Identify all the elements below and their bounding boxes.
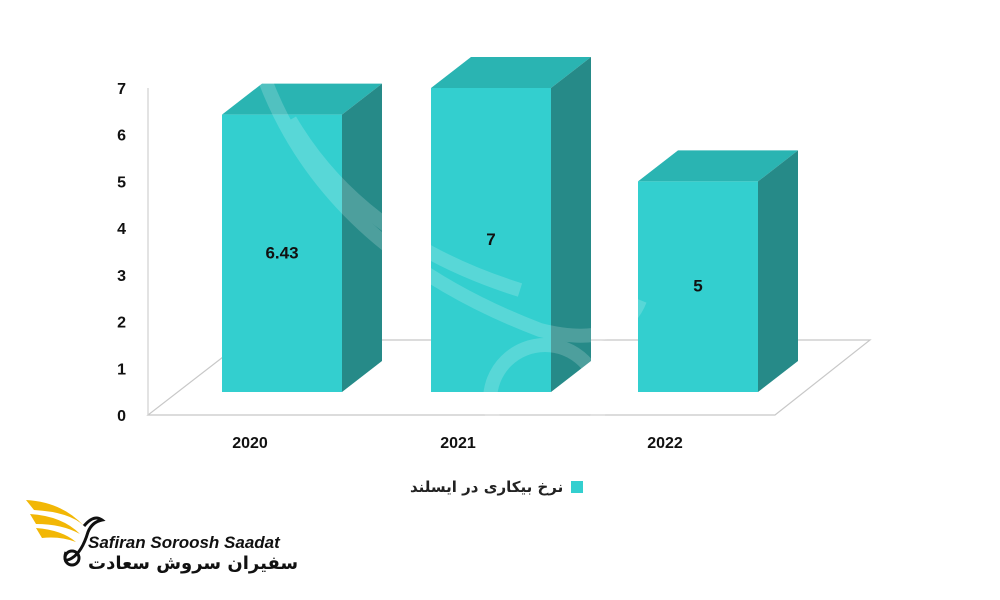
bar-top-face — [222, 83, 382, 115]
legend-swatch — [571, 481, 584, 493]
legend-label: نرخ بیکاری در ایسلند — [410, 478, 564, 496]
bars — [222, 57, 798, 393]
y-tick-label: 1 — [117, 361, 126, 378]
bar-front-face — [222, 114, 342, 393]
bar-side-face — [342, 83, 382, 393]
brand-logo — [26, 500, 106, 567]
wing-icon — [26, 500, 106, 567]
x-tick-label: 2022 — [647, 435, 683, 452]
bar-top-face — [638, 150, 798, 182]
y-tick-label: 3 — [117, 268, 126, 285]
y-axis-ticks: 0 1 2 3 4 5 6 7 — [117, 81, 126, 425]
x-tick-label: 2020 — [232, 435, 268, 452]
legend: نرخ بیکاری در ایسلند — [410, 478, 584, 496]
brand-name-persian: سفیران سروش سعادت — [88, 553, 299, 574]
data-label: 5 — [693, 277, 702, 296]
data-label: 7 — [486, 230, 495, 249]
bar-front-face — [638, 181, 758, 392]
y-tick-label: 5 — [117, 174, 126, 191]
bar — [638, 150, 798, 392]
brand-name-latin: Safiran Soroosh Saadat — [88, 533, 280, 552]
bar-top-face — [431, 57, 591, 88]
y-tick-label: 7 — [117, 81, 126, 98]
data-label: 6.43 — [265, 243, 298, 262]
bar-front-face — [431, 88, 551, 392]
data-labels: 6.43 7 5 — [265, 230, 702, 296]
y-tick-label: 6 — [117, 128, 126, 145]
y-tick-label: 0 — [117, 408, 126, 425]
bar-side-face — [551, 57, 591, 392]
bar — [431, 57, 591, 392]
x-axis-ticks: 2020 2021 2022 — [232, 435, 683, 452]
bar-side-face — [758, 150, 798, 392]
watermark-logo — [258, 77, 647, 462]
x-tick-label: 2021 — [440, 435, 476, 452]
chart-floor — [146, 339, 872, 416]
y-tick-label: 4 — [117, 221, 126, 238]
bar — [222, 83, 382, 393]
y-tick-label: 2 — [117, 315, 126, 332]
